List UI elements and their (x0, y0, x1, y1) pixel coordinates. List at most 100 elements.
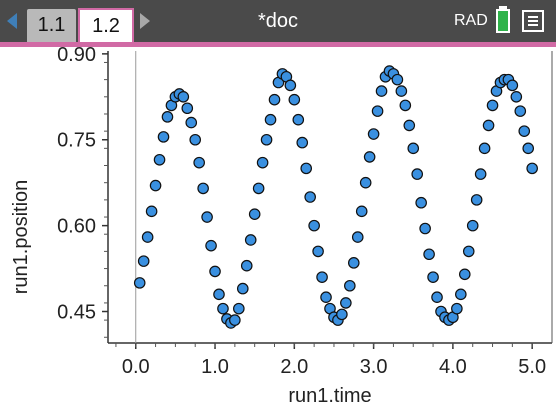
data-point (233, 302, 245, 315)
scatter-plot[interactable]: 0.45 0.60 0.75 0.90 0.0 1.0 2.0 3.0 4.0 5.0 run1.… (0, 47, 556, 418)
data-point (288, 93, 301, 106)
data-point (209, 265, 221, 278)
data-point (300, 162, 313, 175)
data-point (312, 245, 324, 258)
data-point (486, 99, 499, 112)
data-point (153, 153, 166, 166)
menu-icon-bar (528, 20, 538, 22)
data-point (320, 291, 332, 303)
tick-marks: 0.45 0.60 0.75 0.90 0.0 1.0 2.0 3.0 4.0 5.0 (57, 47, 546, 378)
plot-axes (107, 51, 553, 344)
data-point (252, 182, 265, 195)
menu-icon-bar (528, 16, 538, 18)
data-point (506, 79, 519, 92)
nav-right-arrow-icon[interactable] (140, 13, 150, 29)
data-point (407, 142, 420, 155)
data-point (462, 245, 475, 258)
data-point (201, 211, 213, 223)
data-point (351, 231, 364, 243)
tab-page-1-1[interactable]: 1.1 (27, 9, 76, 42)
data-point (415, 196, 427, 209)
data-point (141, 231, 154, 243)
data-point (427, 271, 439, 283)
data-point (292, 113, 305, 126)
data-point (260, 133, 273, 146)
data-point (268, 93, 281, 106)
data-point (133, 277, 146, 289)
data-point (423, 248, 435, 261)
x-tick-label: 0.0 (122, 356, 150, 378)
data-point (395, 85, 408, 97)
angle-mode-indicator: RAD (454, 12, 488, 29)
title-bar: 1.1 1.2 *doc RAD (0, 0, 556, 44)
data-point (304, 191, 316, 203)
battery-cap (499, 6, 507, 10)
data-point (359, 176, 372, 189)
data-point (458, 268, 471, 281)
data-point (197, 182, 209, 195)
data-points (133, 65, 538, 329)
data-point (161, 111, 174, 123)
data-point (363, 151, 376, 163)
data-point (522, 142, 535, 155)
data-point (217, 302, 229, 315)
data-point (244, 234, 257, 246)
data-point (296, 136, 309, 149)
y-tick-label: 0.60 (57, 216, 96, 238)
menu-icon[interactable] (522, 10, 544, 32)
data-point (375, 85, 388, 97)
nav-left-arrow-icon[interactable] (7, 13, 17, 29)
data-point (518, 125, 531, 137)
tab-page-1-2[interactable]: 1.2 (78, 8, 134, 44)
data-point (403, 119, 416, 132)
data-point (482, 119, 495, 132)
data-point (510, 91, 523, 103)
data-point (213, 288, 225, 301)
data-point (229, 314, 241, 326)
x-tick-label: 1.0 (201, 356, 229, 378)
data-point (181, 102, 194, 115)
data-point (177, 91, 190, 103)
data-point (478, 142, 491, 155)
document-title: *doc (257, 10, 299, 32)
data-point (316, 271, 328, 283)
x-tick-label: 3.0 (360, 356, 388, 378)
x-tick-label: 2.0 (280, 356, 308, 378)
data-point (470, 194, 483, 206)
data-point (308, 219, 320, 232)
data-point (205, 239, 217, 252)
data-point (157, 131, 170, 143)
y-tick-label: 0.75 (57, 130, 96, 152)
data-point (455, 288, 467, 301)
data-point (256, 156, 269, 169)
y-tick-label: 0.90 (57, 47, 96, 66)
menu-icon-bar (528, 24, 538, 26)
data-point (347, 257, 360, 269)
data-point (391, 73, 404, 86)
data-point (248, 208, 261, 220)
data-point (451, 302, 463, 315)
data-point (145, 205, 158, 218)
data-point (185, 116, 198, 129)
y-axis-label: run1.position (10, 180, 32, 295)
graph-background (0, 47, 556, 418)
data-point (474, 168, 487, 180)
data-point (526, 162, 538, 175)
data-point (411, 168, 424, 180)
data-point (193, 156, 205, 169)
data-point (236, 282, 249, 295)
data-point (419, 222, 431, 235)
data-point (371, 105, 384, 117)
data-point (514, 105, 527, 117)
data-point (336, 308, 348, 321)
battery-icon (496, 9, 510, 33)
data-point (240, 259, 253, 272)
data-point (399, 99, 412, 112)
data-point (344, 279, 356, 292)
data-point (189, 133, 202, 146)
data-point (137, 255, 150, 267)
y-tick-label: 0.45 (57, 302, 96, 324)
x-tick-label: 4.0 (439, 356, 467, 378)
x-axis-label: run1.time (288, 385, 371, 407)
